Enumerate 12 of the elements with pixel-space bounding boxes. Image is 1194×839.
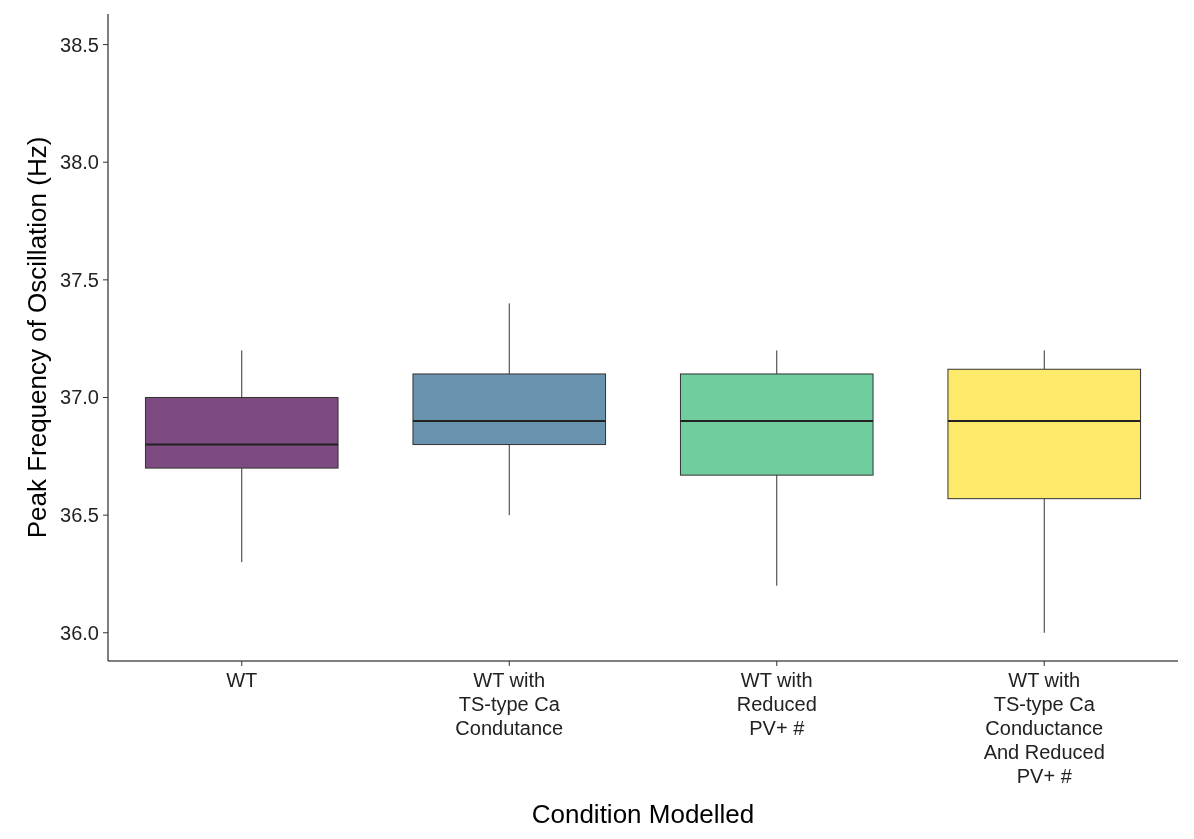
y-tick-label: 38.5	[60, 33, 99, 56]
y-tick-label: 37.5	[60, 268, 99, 291]
x-tick-label: WT with TS-type Ca Conductance And Reduced PV+ #	[983, 669, 1105, 787]
x-tick-label: WT with TS-type Ca Condutance	[455, 669, 564, 739]
y-tick-label: 37.0	[60, 386, 99, 409]
x-tick-label: WT	[226, 669, 258, 691]
y-axis-title: Peak Frequency of Oscillation (Hz)	[22, 136, 52, 539]
y-tick-label: 38.0	[60, 151, 99, 174]
x-tick-label: WT with Reduced PV+ #	[736, 669, 817, 739]
x-axis-title: Condition Modelled	[531, 799, 755, 829]
y-tick-label: 36.5	[60, 504, 99, 527]
y-tick-label: 36.0	[60, 621, 99, 644]
